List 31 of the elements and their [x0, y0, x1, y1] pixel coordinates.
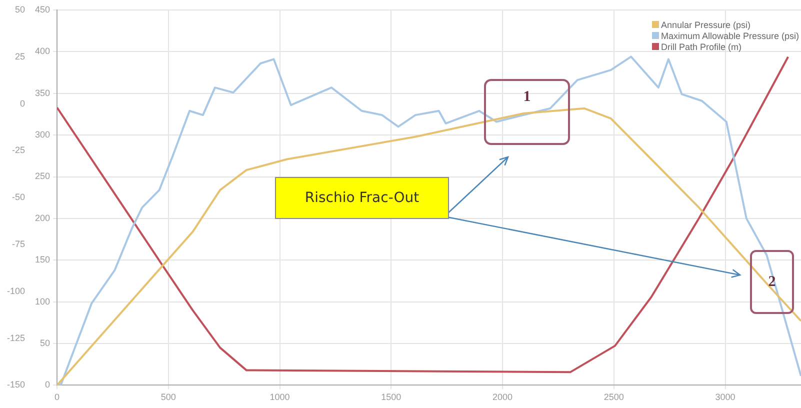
legend-label: Drill Path Profile (m) — [660, 42, 742, 53]
y2-tick-label: -75 — [12, 238, 26, 249]
x-tick-label: 2000 — [492, 392, 513, 402]
y-tick-label: 50 — [40, 338, 50, 348]
y2-tick-label: 50 — [15, 4, 26, 14]
y2-tick-label: -125 — [7, 332, 26, 343]
y-tick-label: 450 — [35, 4, 50, 14]
y-tick-label: 200 — [35, 212, 50, 223]
y-tick-label: 350 — [35, 88, 50, 98]
x-tick-label: 0 — [54, 392, 60, 402]
x-tick-label: 3000 — [715, 392, 736, 402]
y-tick-label: 300 — [35, 130, 50, 140]
y2-tick-label: 25 — [15, 51, 26, 62]
y2-tick-label: -50 — [12, 192, 26, 202]
y2-tick-label: 0 — [20, 98, 26, 108]
x-tick-label: 1500 — [381, 392, 402, 402]
y-tick-label: 400 — [35, 46, 50, 56]
legend-label: Maximum Allowable Pressure (psi) — [660, 31, 799, 42]
y-tick-label: 150 — [35, 254, 50, 265]
y2-tick-label: -25 — [12, 145, 26, 156]
y2-tick-label: -100 — [7, 286, 26, 296]
y2-tick-label: -150 — [7, 380, 26, 390]
annotation: 2 — [750, 250, 794, 314]
x-tick-label: 1000 — [270, 392, 290, 402]
x-tick-label: 500 — [160, 392, 176, 402]
y-tick-label: 100 — [35, 296, 50, 306]
legend-label: Annular Pressure (psi) — [660, 20, 752, 31]
annotation: 1 — [484, 79, 570, 145]
x-tick-label: 2500 — [604, 392, 624, 402]
y-tick-label: 250 — [35, 171, 50, 182]
y-tick-label: 0 — [45, 380, 50, 390]
